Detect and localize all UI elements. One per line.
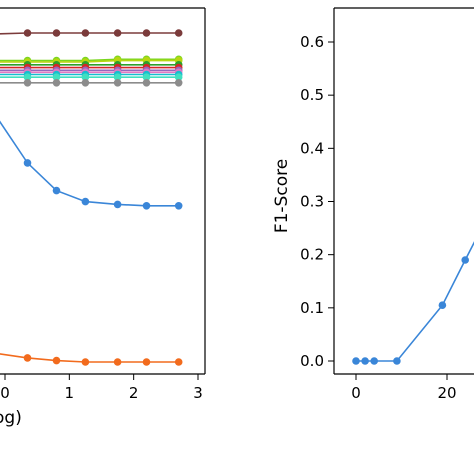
- right-axes-frame: [333, 7, 474, 375]
- right-series-0-point: [393, 357, 401, 365]
- right-series-0-line: [356, 241, 474, 362]
- left-series-11-point: [113, 358, 122, 366]
- left-axes-frame: [0, 7, 206, 375]
- right-y-tick-label: 0.2: [300, 246, 324, 264]
- left-x-axis-label: og): [0, 408, 22, 428]
- right-series-0-point: [352, 357, 360, 365]
- right-chart: 0.0 0.1 0.2 0.3 0.4 0.5 0.6 0 20 F1-Score: [272, 7, 474, 402]
- left-series-9-point: [23, 79, 32, 87]
- right-series-0-point: [370, 357, 379, 365]
- left-series-10-point: [52, 186, 61, 195]
- left-series-11-point: [81, 358, 90, 366]
- left-series-11-point: [174, 358, 183, 366]
- right-series-0-point: [461, 256, 470, 264]
- left-series-8-point: [81, 73, 90, 81]
- right-y-tick-label: 0.6: [300, 33, 324, 51]
- right-x-ticks: 0 20: [351, 374, 457, 402]
- left-series-9-point: [142, 79, 151, 87]
- left-series-9-point: [113, 79, 122, 87]
- right-x-tick-label: 20: [437, 384, 456, 402]
- left-series-0-point: [174, 29, 183, 37]
- left-series-0-point: [23, 29, 32, 37]
- left-x-tick-label: 3: [193, 384, 203, 402]
- left-series-10-line: [0, 120, 179, 207]
- left-series-10-point: [142, 202, 151, 210]
- right-y-tick-label: 0.3: [300, 193, 324, 211]
- left-x-ticks: 0 1 2 3: [0, 374, 203, 402]
- left-series-0-point: [142, 29, 151, 37]
- left-series-10-point: [113, 200, 122, 209]
- right-y-axis-label: F1-Score: [272, 159, 292, 233]
- right-y-tick-label: 0.1: [300, 299, 324, 317]
- left-series-8-point: [142, 73, 151, 81]
- left-series-8-point: [23, 73, 32, 81]
- right-series-group: [352, 241, 474, 365]
- left-series-11-point: [142, 358, 151, 366]
- right-y-tick-label: 0.0: [300, 352, 324, 370]
- right-y-tick-label: 0.4: [300, 139, 324, 157]
- right-y-ticks: 0.0 0.1 0.2 0.3 0.4 0.5 0.6: [300, 33, 334, 370]
- right-y-tick-label: 0.5: [300, 86, 324, 104]
- left-series-group: [0, 29, 183, 366]
- left-series-0-point: [113, 29, 122, 37]
- left-series-9-point: [81, 79, 90, 87]
- left-x-tick-label: 0: [0, 384, 10, 402]
- left-series-10-point: [23, 159, 32, 167]
- left-series-8-point: [52, 73, 61, 81]
- left-series-10-point: [174, 202, 183, 210]
- right-series-0-point: [361, 357, 369, 365]
- left-x-tick-label: 2: [129, 384, 139, 402]
- left-series-9-point: [174, 79, 183, 87]
- left-x-tick-label: 1: [65, 384, 75, 402]
- left-series-9-point: [52, 79, 61, 87]
- left-series-0-point: [52, 29, 61, 37]
- left-series-0-point: [81, 29, 90, 37]
- left-series-11-point: [52, 356, 61, 365]
- left-series-8-point: [113, 73, 122, 81]
- right-x-tick-label: 0: [351, 384, 361, 402]
- left-series-8-point: [174, 73, 183, 81]
- left-series-11-point: [23, 354, 32, 362]
- left-series-10-point: [81, 197, 90, 206]
- right-series-0-point: [438, 301, 447, 310]
